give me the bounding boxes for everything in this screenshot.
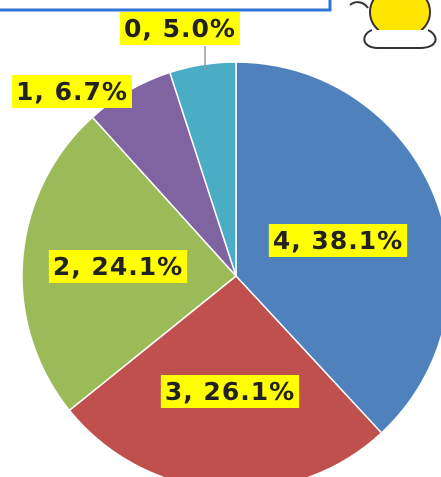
data-label: 0, 5.0% [124, 14, 236, 43]
header-box [0, 0, 330, 10]
data-label: 1, 6.7% [16, 77, 128, 106]
mascot [350, 0, 436, 48]
data-label: 4, 38.1% [273, 226, 403, 255]
page: 4, 38.1%3, 26.1%2, 24.1%1, 6.7%0, 5.0% (… [0, 0, 441, 477]
chart: 4, 38.1% 3, 26.1% 2, 24.1% 1, 6.7% 0, 5.0% [0, 0, 441, 477]
data-label: 2, 24.1% [53, 252, 183, 281]
data-label: 3, 26.1% [165, 377, 295, 406]
